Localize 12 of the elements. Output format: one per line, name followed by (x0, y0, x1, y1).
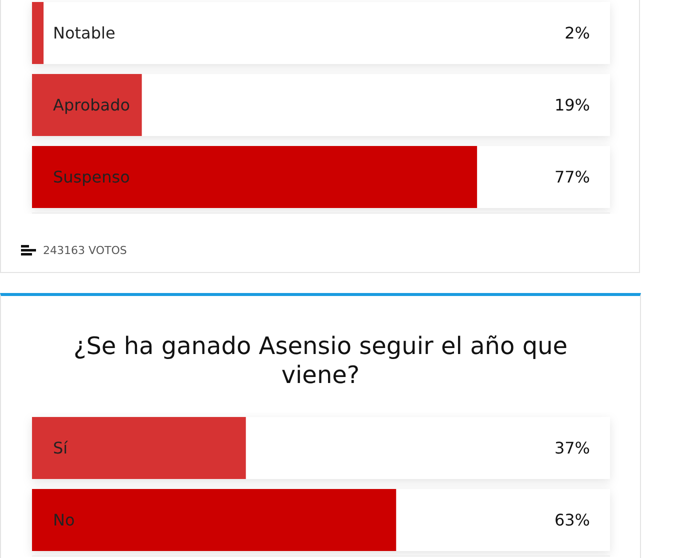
y-tick-label: Notable (53, 24, 116, 42)
y-tick-label: Sí (53, 438, 68, 458)
y-tick-label: Suspenso (53, 168, 130, 186)
text: 243163 VOTOS (43, 244, 127, 257)
data-label: 2% (564, 24, 590, 42)
y-tick-label: Aprobado (53, 96, 130, 114)
chart-title: ¿Se ha ganado Asensio seguir el año que viene? (72, 331, 569, 391)
data-label: 63% (554, 510, 590, 530)
data-label: 37% (554, 438, 590, 458)
data-label: 77% (554, 168, 590, 186)
data-label: 19% (554, 96, 590, 114)
y-tick-label: No (53, 510, 75, 530)
